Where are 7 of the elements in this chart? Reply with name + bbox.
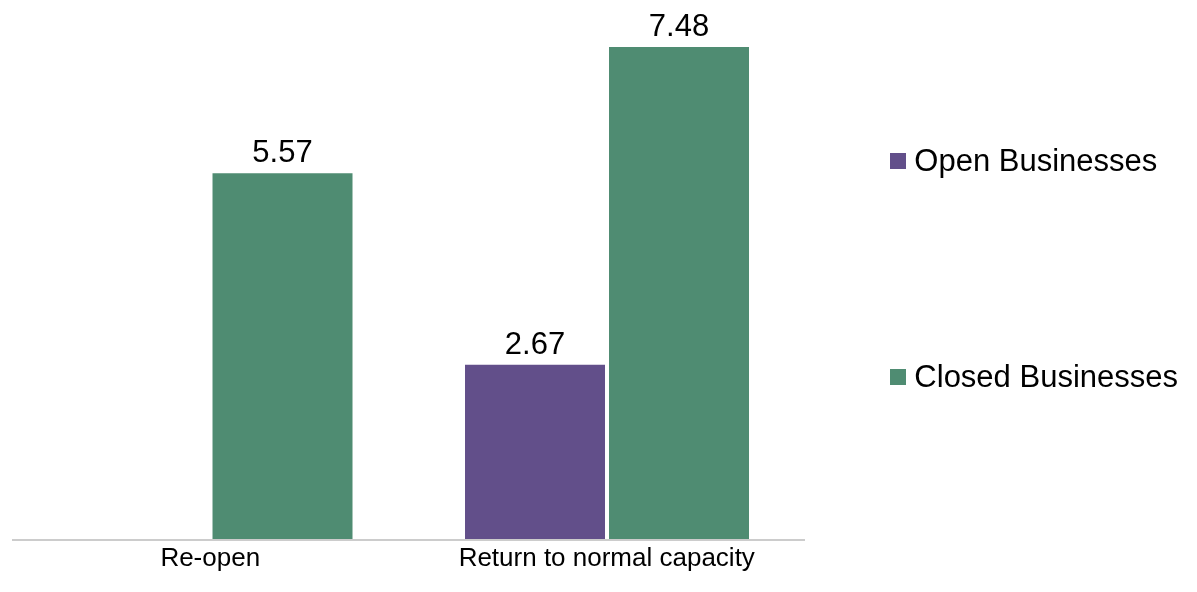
- legend-label: Open Businesses: [914, 143, 1158, 179]
- x-tick-label: Return to normal capacity: [458, 542, 755, 573]
- data-label: 5.57: [252, 134, 313, 170]
- data-label: 2.67: [504, 325, 566, 361]
- data-label: 7.48: [648, 8, 710, 43]
- legend-label: Closed Businesses: [914, 359, 1178, 395]
- x-tick-label: Re-open: [160, 542, 261, 573]
